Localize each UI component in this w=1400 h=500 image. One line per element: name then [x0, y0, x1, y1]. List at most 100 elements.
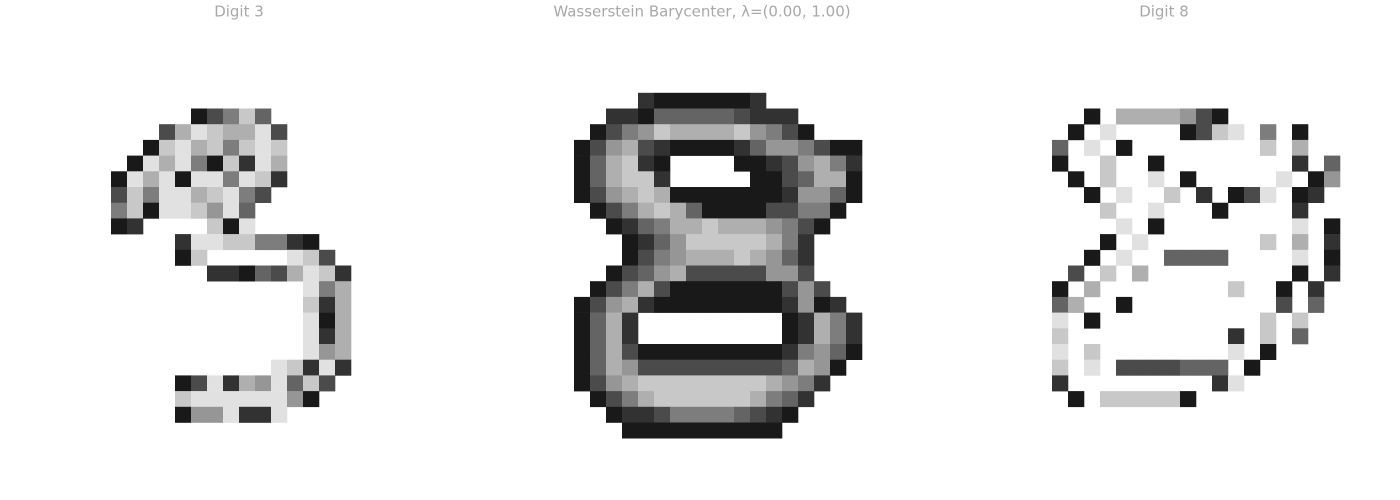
pixel	[207, 187, 224, 203]
pixel	[127, 202, 144, 219]
pixel	[1164, 249, 1181, 266]
pixel	[1292, 202, 1309, 219]
pixel	[159, 202, 176, 219]
pixel	[574, 171, 591, 188]
pixel	[638, 249, 655, 266]
pixel	[159, 171, 176, 188]
pixel	[798, 375, 815, 392]
pixel	[718, 391, 735, 408]
pixel	[255, 391, 272, 408]
pixel	[622, 422, 639, 439]
pixel	[670, 124, 687, 141]
pixel	[638, 124, 655, 141]
pixel	[303, 296, 320, 313]
pixel	[718, 202, 735, 219]
pixel	[207, 375, 224, 392]
pixel	[1052, 155, 1069, 172]
pixel	[271, 171, 288, 188]
pixel	[1052, 312, 1069, 329]
pixel	[750, 108, 767, 125]
pixel	[686, 296, 703, 313]
pixel	[750, 359, 767, 376]
pixel	[638, 296, 655, 313]
pixel	[1308, 296, 1325, 313]
pixel	[606, 406, 623, 423]
pixel	[622, 155, 639, 172]
pixel	[239, 375, 256, 392]
pixel	[1324, 249, 1341, 266]
pixel	[1324, 218, 1341, 235]
pixel	[271, 124, 288, 141]
pixel	[798, 155, 815, 172]
pixel	[207, 406, 224, 423]
pixel	[750, 391, 767, 408]
pixel	[750, 187, 767, 203]
pixel	[223, 391, 240, 408]
pixel	[766, 281, 783, 298]
pixel	[271, 265, 288, 282]
pixel	[255, 187, 272, 203]
pixel	[686, 234, 703, 251]
pixel	[590, 155, 607, 172]
pixel	[271, 375, 288, 392]
pixel	[127, 171, 144, 188]
pixel	[1052, 344, 1069, 360]
pixel	[718, 406, 735, 423]
pixel	[287, 391, 304, 408]
pixel	[702, 139, 719, 156]
pixel	[223, 218, 240, 235]
pixel	[303, 359, 320, 376]
pixel	[1324, 155, 1341, 172]
pixel	[782, 391, 799, 408]
pixel	[718, 124, 735, 141]
pixel	[670, 139, 687, 156]
pixel	[143, 155, 160, 172]
pixel	[670, 202, 687, 219]
pixel	[1196, 249, 1213, 266]
pixel	[686, 124, 703, 141]
pixel	[1068, 265, 1085, 282]
pixel	[1052, 359, 1069, 376]
pixel	[1308, 281, 1325, 298]
pixel	[606, 391, 623, 408]
pixel	[638, 202, 655, 219]
pixel	[111, 218, 128, 235]
pixel	[718, 296, 735, 313]
pixel	[702, 92, 719, 109]
pixel	[798, 296, 815, 313]
pixel	[1196, 108, 1213, 125]
pixel	[239, 108, 256, 125]
pixel	[830, 139, 847, 156]
pixel	[718, 359, 735, 376]
pixel	[606, 328, 623, 345]
pixel	[638, 344, 655, 360]
pixel	[734, 375, 751, 392]
pixel	[207, 234, 224, 251]
pixel	[766, 265, 783, 282]
pixel	[782, 202, 799, 219]
pixel	[798, 281, 815, 298]
pixel	[654, 202, 671, 219]
pixel	[1228, 187, 1245, 203]
pixel	[590, 328, 607, 345]
pixel	[606, 155, 623, 172]
pixel	[271, 139, 288, 156]
pixel	[606, 296, 623, 313]
pixel	[574, 187, 591, 203]
pixel	[766, 155, 783, 172]
pixel	[782, 296, 799, 313]
pixel	[1228, 124, 1245, 141]
pixel	[127, 218, 144, 235]
pixel	[1084, 312, 1101, 329]
pixel	[1260, 344, 1277, 360]
pixel	[606, 359, 623, 376]
pixel	[1116, 187, 1133, 203]
pixel	[335, 312, 352, 329]
pixel	[782, 124, 799, 141]
pixel	[766, 344, 783, 360]
pixel	[1068, 391, 1085, 408]
pixel	[686, 406, 703, 423]
pixel	[750, 171, 767, 188]
pixel	[1132, 359, 1149, 376]
